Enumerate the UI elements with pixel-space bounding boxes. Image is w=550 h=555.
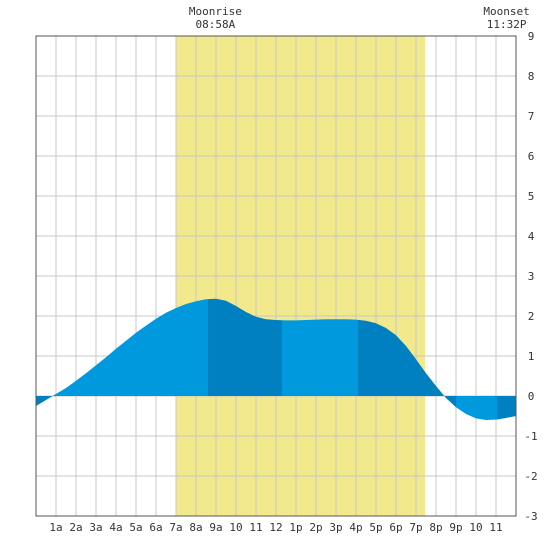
y-tick-label: 6 [528,150,535,163]
x-tick-label: 6p [389,521,402,534]
x-tick-label: 11 [489,521,502,534]
grid-layer [35,35,517,517]
tide-area-band [36,394,56,406]
y-tick-label: -2 [524,470,537,483]
tide-area-band [358,319,456,408]
tide-area-band [497,396,516,420]
x-tick-label: 11 [249,521,262,534]
y-tick-label: -1 [524,430,537,443]
x-tick-label: 4p [349,521,362,534]
x-tick-label: 2a [69,521,82,534]
y-tick-label: -3 [524,510,537,523]
x-tick-label: 3p [329,521,342,534]
y-tick-label: 5 [528,190,535,203]
y-tick-label: 1 [528,350,535,363]
x-tick-label: 8p [429,521,442,534]
x-tick-label: 1p [289,521,302,534]
x-tick-label: 12 [269,521,282,534]
moon-event-time: 08:58A [196,18,236,31]
x-tick-label: 7a [169,521,182,534]
x-tick-label: 1a [49,521,62,534]
tide-area-layer [36,298,516,420]
x-tick-label: 9p [449,521,462,534]
y-tick-label: 2 [528,310,535,323]
y-tick-label: 7 [528,110,535,123]
moon-event-name: Moonrise [189,5,242,18]
moon-event-name: Moonset [483,5,529,18]
y-tick-label: 9 [528,30,535,43]
x-tick-label: 8a [189,521,202,534]
x-tick-label: 5p [369,521,382,534]
x-tick-label: 3a [89,521,102,534]
y-tick-label: 8 [528,70,535,83]
y-tick-label: 0 [528,390,535,403]
x-tick-label: 5a [129,521,142,534]
tide-area-band [208,298,282,396]
y-tick-label: 4 [528,230,535,243]
x-tick-label: 6a [149,521,162,534]
plot-border [35,35,517,517]
tide-area-band [456,396,497,420]
x-tick-label: 10 [469,521,482,534]
x-tick-label: 7p [409,521,422,534]
y-tick-label: 3 [528,270,535,283]
moon-event-time: 11:32P [487,18,527,31]
x-tick-label: 10 [229,521,242,534]
tide-area-band [282,319,358,396]
x-tick-label: 4a [109,521,122,534]
tide-area-band [56,299,208,396]
x-tick-label: 9a [209,521,222,534]
x-tick-label: 2p [309,521,322,534]
